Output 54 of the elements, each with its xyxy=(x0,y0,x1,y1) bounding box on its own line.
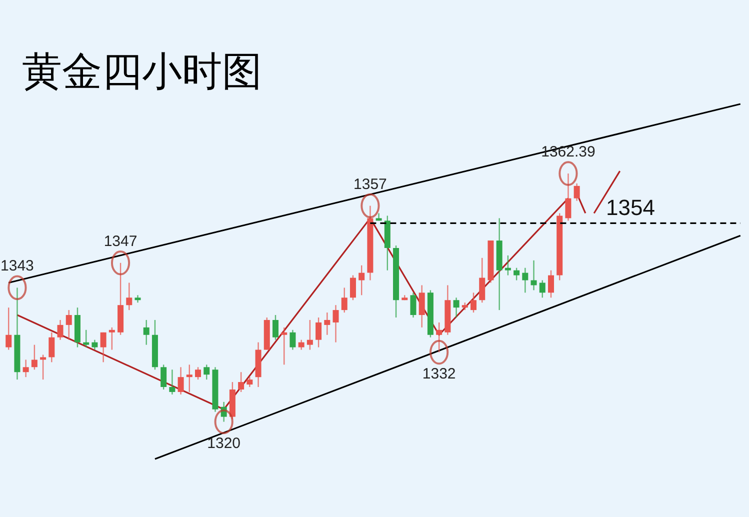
candlestick xyxy=(358,264,365,296)
candlestick xyxy=(316,316,322,348)
candlestick xyxy=(57,319,64,340)
candlestick xyxy=(453,297,460,318)
candlestick xyxy=(48,332,55,363)
candlestick xyxy=(539,280,546,298)
candlestick xyxy=(83,329,90,348)
candlestick xyxy=(40,354,46,380)
candlestick xyxy=(143,319,150,346)
candlestick xyxy=(479,257,486,304)
candlestick xyxy=(332,304,339,343)
candlestick xyxy=(178,366,184,396)
candlestick xyxy=(100,332,106,363)
annotation: 1347 xyxy=(104,232,138,250)
candlestick xyxy=(160,364,167,390)
candlestick xyxy=(290,329,296,350)
candlestick xyxy=(324,312,330,336)
candlestick xyxy=(6,306,12,350)
candlestick xyxy=(298,339,304,350)
annotation: 1362.39 xyxy=(541,144,596,161)
candlestick xyxy=(66,309,72,340)
candlestick xyxy=(470,292,477,314)
annotation: 1354 xyxy=(606,195,655,220)
candlestick xyxy=(504,254,511,276)
candlestick xyxy=(22,359,29,378)
candlestick xyxy=(418,284,425,328)
candlestick xyxy=(522,267,528,294)
candlestick xyxy=(350,274,356,301)
candlestick xyxy=(195,366,202,380)
annotation: 1343 xyxy=(0,258,34,275)
candlestick xyxy=(92,339,98,350)
candlestick xyxy=(306,319,313,350)
annotation: 1320 xyxy=(207,434,241,452)
candlestick xyxy=(410,292,416,318)
candlestick xyxy=(281,326,288,366)
candlestick xyxy=(530,260,537,291)
candlestick xyxy=(169,369,176,396)
candlestick xyxy=(548,270,554,298)
candlestick xyxy=(186,364,192,393)
candlestick xyxy=(246,376,253,388)
candlestick xyxy=(514,267,520,281)
annotation: 1357 xyxy=(354,176,387,193)
candlestick xyxy=(204,364,210,380)
candlestick xyxy=(31,344,38,370)
candlestick xyxy=(565,172,572,222)
candlestick xyxy=(341,287,348,314)
chart-title: 黄金四小时图 xyxy=(22,49,262,96)
candlestick xyxy=(238,372,244,393)
annotation: 1332 xyxy=(422,365,456,382)
candlestick xyxy=(436,322,442,353)
candlestick xyxy=(272,314,278,340)
candlestick xyxy=(126,282,132,311)
candlestick xyxy=(108,326,115,350)
candlestick xyxy=(574,182,580,202)
